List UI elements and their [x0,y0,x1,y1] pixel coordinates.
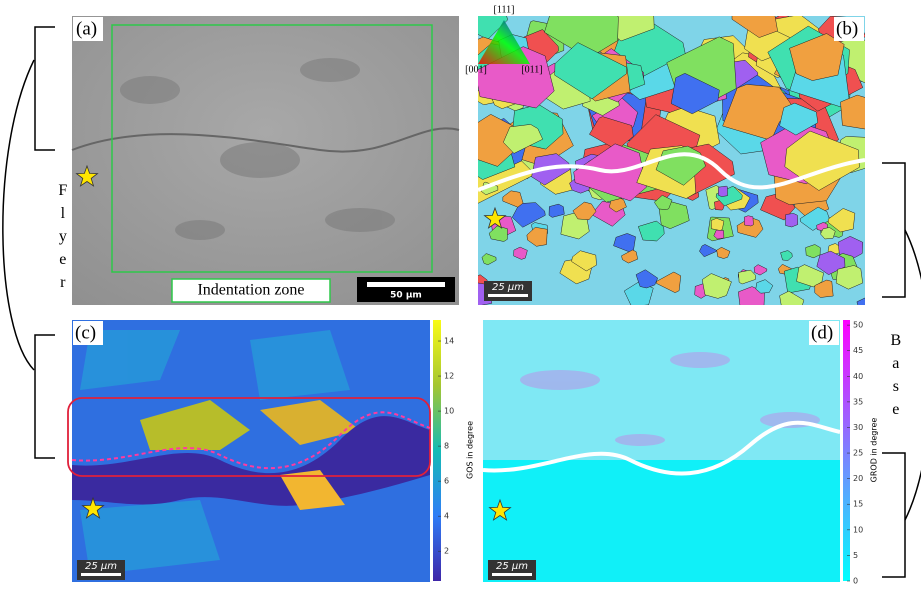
tick-label: 12 [444,372,454,381]
grain [840,94,865,130]
colorbar [843,320,850,581]
tick-label: 25 [853,449,863,458]
grain [526,227,548,247]
tick-label: 5 [853,551,858,560]
tick-label: 6 [444,477,449,486]
panel-label: (d) [811,322,833,343]
annotation: Indentation zone [197,282,304,299]
grain [670,73,720,115]
tick-label: 10 [853,525,863,534]
brackets [2,26,921,578]
grain [699,244,717,258]
tick-label: 14 [444,337,454,346]
panel-label: (c) [75,322,96,343]
grain [621,249,638,264]
tick-label: 45 [853,346,863,355]
grain [637,220,665,242]
tick-label: 40 [853,372,863,381]
colorbar [433,320,441,581]
grain [653,195,673,210]
grain [736,217,764,238]
grain [571,250,597,272]
texture [120,58,395,240]
tick-label: 15 [853,500,863,509]
scale-bar-label: 50 µm [390,291,422,301]
grain [503,124,544,154]
grain [548,203,565,218]
grain [513,246,528,260]
tick-label: 0 [853,577,858,586]
tick-label: 30 [853,423,863,432]
tick-label: 4 [444,512,449,521]
grain [753,264,768,276]
grain [856,297,865,305]
grain [755,279,774,294]
grain [785,213,799,228]
ipf-label: [011] [521,64,542,75]
tick-label: 20 [853,474,863,483]
grain [701,273,732,299]
grain [713,229,725,240]
grain [635,269,659,289]
side-label: Flyer [54,182,71,297]
grain [799,206,831,231]
grain [816,250,846,275]
grain [796,264,824,288]
grain [835,265,863,290]
grain [789,33,845,81]
grain [827,208,856,233]
grain [805,244,821,259]
ipf-label: [001] [465,64,487,75]
colorbar-label: GOS in degree [466,421,475,479]
tick-label: 35 [853,397,863,406]
grain [718,185,728,197]
grain [738,269,756,285]
grain [656,271,682,293]
tick-label: 50 [853,321,863,330]
grain [820,227,836,240]
grain [554,42,627,100]
ipf-label: [111] [494,4,515,15]
indentation-box [111,24,433,273]
grain [779,102,819,136]
grain [481,253,497,266]
side-label: Base [887,332,904,424]
grain [779,290,805,305]
grain [814,279,834,298]
grain [716,247,731,259]
grain [572,201,597,221]
grain [502,190,524,208]
scale-bar-label: 25 μm [492,282,524,293]
panel-label: (a) [76,18,97,39]
tick-label: 10 [444,407,454,416]
tick-label: 8 [444,442,449,451]
grain [710,218,725,231]
panel-label: (b) [836,18,858,39]
colorbar-label: GROD in degree [870,418,879,483]
star-markers [75,164,511,521]
scale-bar-label: 25 μm [85,561,117,572]
grain [780,250,793,261]
grain [743,215,754,227]
grain [488,225,508,242]
grain [731,16,778,38]
orientation-map [478,16,865,305]
tick-label: 2 [444,547,449,556]
scale-bar-label: 25 μm [496,561,528,572]
